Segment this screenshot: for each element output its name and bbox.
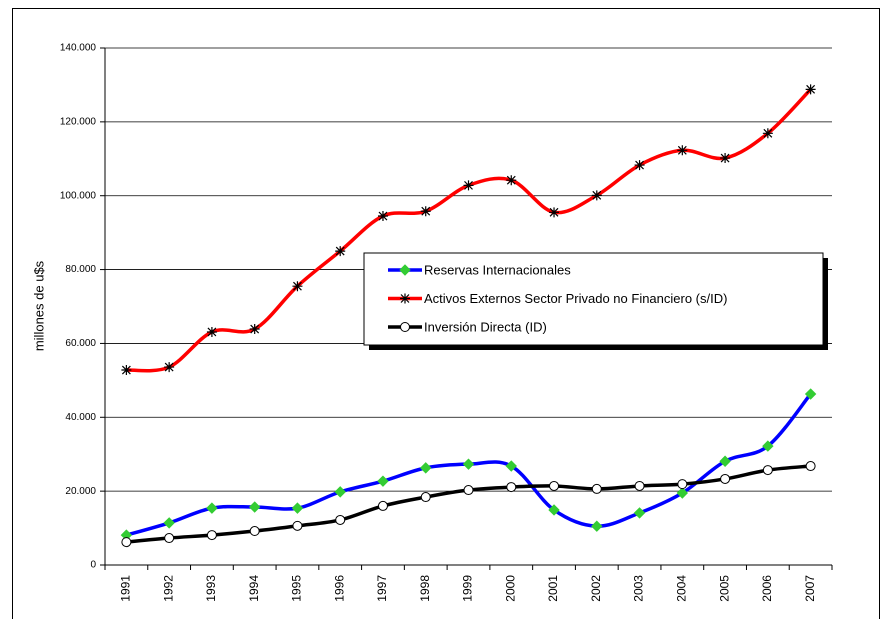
y-tick-label: 60.000: [65, 338, 96, 349]
marker: [463, 180, 474, 191]
marker: [420, 492, 431, 503]
marker: [206, 502, 218, 514]
x-tick-label: 1998: [418, 575, 432, 602]
x-tick-label: 2007: [803, 575, 817, 602]
x-tick-label: 2003: [632, 575, 646, 602]
marker: [292, 520, 303, 531]
y-tick-label: 120.000: [60, 116, 97, 127]
legend-label: Activos Externos Sector Privado no Finan…: [424, 291, 727, 306]
marker: [676, 487, 689, 499]
marker: [505, 460, 517, 472]
marker: [762, 440, 774, 452]
marker: [121, 365, 132, 376]
x-tick-label: 2001: [546, 575, 560, 602]
y-tick-label: 20.000: [65, 486, 96, 497]
y-tick-label: 140.000: [60, 43, 97, 54]
legend-label: Inversión Directa (ID): [424, 319, 547, 334]
marker: [206, 326, 217, 337]
x-tick-label: 2005: [717, 575, 731, 602]
marker: [591, 520, 603, 532]
marker: [335, 514, 346, 525]
marker: [400, 293, 410, 304]
marker: [549, 207, 560, 218]
marker: [463, 485, 474, 496]
marker: [762, 128, 773, 139]
marker: [719, 455, 731, 467]
marker: [248, 501, 261, 513]
marker: [720, 153, 731, 164]
marker: [591, 483, 602, 494]
marker: [634, 480, 645, 491]
marker: [206, 530, 217, 541]
marker: [634, 160, 645, 171]
legend-label: Reservas Internacionales: [424, 262, 571, 277]
marker: [377, 475, 389, 487]
x-tick-label: 1995: [290, 575, 304, 602]
y-tick-label: 100.000: [60, 190, 97, 201]
marker: [249, 526, 260, 537]
marker: [121, 537, 132, 548]
x-tick-label: 1994: [247, 575, 261, 602]
marker: [292, 281, 303, 292]
marker: [462, 458, 475, 470]
marker: [163, 517, 175, 529]
x-tick-label: 2006: [760, 575, 774, 602]
x-tick-label: 2000: [503, 575, 517, 602]
x-tick-label: 1992: [161, 575, 175, 602]
marker: [762, 465, 773, 476]
marker: [677, 145, 688, 156]
y-tick-label: 40.000: [65, 412, 96, 423]
y-tick-label: 80.000: [65, 264, 96, 275]
marker: [400, 322, 410, 332]
marker: [805, 84, 816, 95]
legend: [363, 252, 824, 346]
y-tick-label: 0: [90, 560, 96, 571]
marker: [548, 504, 560, 516]
marker: [805, 461, 816, 472]
x-tick-label: 2004: [674, 575, 688, 602]
marker: [506, 482, 517, 493]
marker: [377, 211, 388, 222]
marker: [506, 175, 517, 186]
marker: [677, 479, 688, 490]
marker: [164, 533, 175, 544]
marker: [420, 462, 432, 474]
marker: [804, 388, 817, 400]
y-axis-title: millones de u$s: [31, 260, 46, 351]
marker: [334, 486, 346, 498]
x-tick-label: 1996: [332, 575, 346, 602]
marker: [591, 190, 602, 201]
marker: [720, 473, 731, 484]
x-tick-label: 1997: [375, 575, 389, 602]
marker: [549, 480, 560, 491]
marker: [291, 502, 304, 514]
marker: [633, 507, 646, 519]
x-tick-label: 1999: [461, 575, 475, 602]
x-tick-label: 1993: [204, 575, 218, 602]
marker: [399, 264, 411, 276]
marker: [377, 500, 388, 511]
x-tick-label: 1991: [119, 575, 133, 602]
marker: [164, 362, 175, 373]
marker: [249, 324, 260, 335]
x-tick-label: 2002: [589, 575, 603, 602]
marker: [420, 206, 431, 217]
marker: [335, 246, 346, 257]
